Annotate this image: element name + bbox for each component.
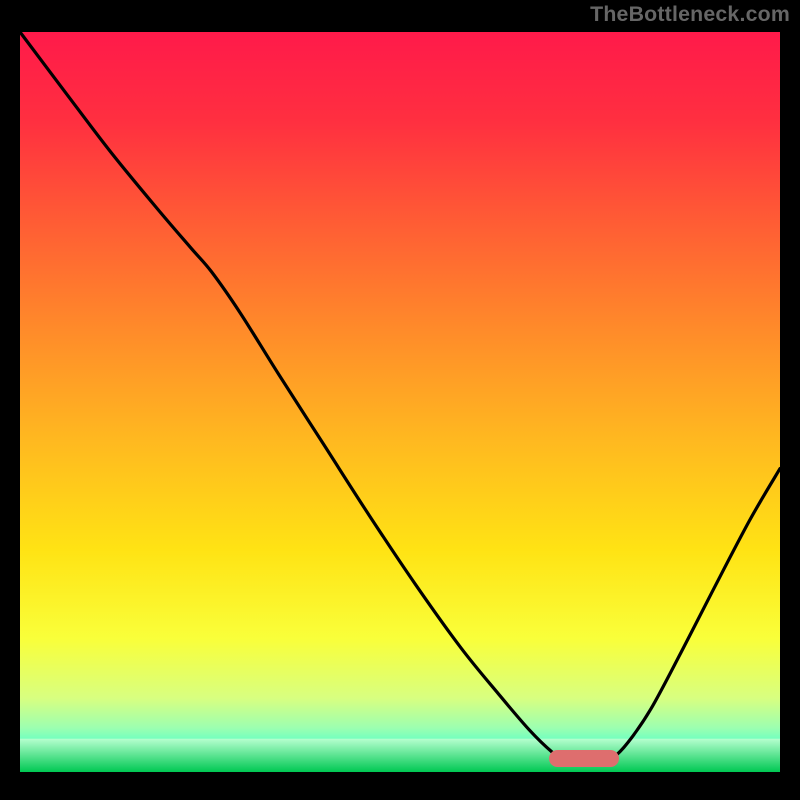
chart-svg	[0, 0, 800, 800]
plot-gradient-rect	[20, 32, 780, 772]
green-band	[20, 739, 780, 772]
optimum-marker	[549, 750, 619, 767]
watermark-text: TheBottleneck.com	[590, 2, 790, 27]
chart-stage: TheBottleneck.com	[0, 0, 800, 800]
bottom-frame-bar	[0, 772, 800, 800]
